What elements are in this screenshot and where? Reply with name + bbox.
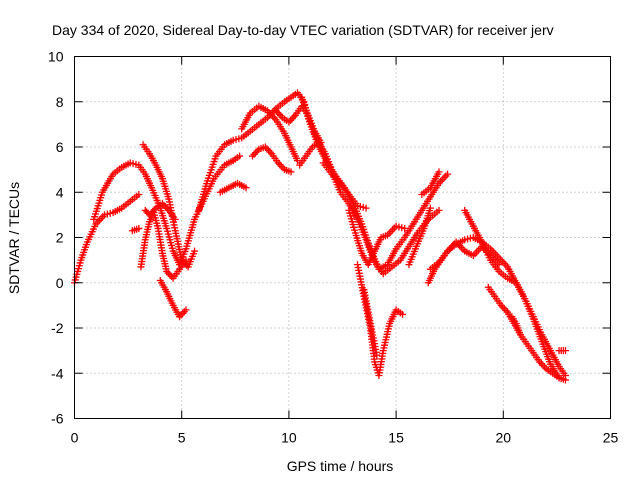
data-point-dense xyxy=(290,113,298,121)
y-tick-label: 8 xyxy=(56,94,64,110)
data-point xyxy=(182,256,190,264)
x-tick-label: 10 xyxy=(281,430,297,446)
data-point xyxy=(444,170,452,178)
data-point xyxy=(561,347,569,355)
series-track-1 xyxy=(71,191,143,287)
data-point-dense xyxy=(166,271,174,279)
data-point-dense xyxy=(250,150,258,158)
series-track-10 xyxy=(238,102,301,165)
data-point xyxy=(135,224,143,232)
data-point xyxy=(135,191,143,199)
series-track-16 xyxy=(319,159,370,212)
data-point-dense xyxy=(537,360,545,368)
data-point xyxy=(373,351,381,359)
series-track-20 xyxy=(405,204,434,269)
x-tick-label: 20 xyxy=(496,430,512,446)
data-point xyxy=(561,376,569,384)
series-track-17 xyxy=(345,206,409,269)
series-track-11 xyxy=(248,143,295,176)
y-tick-label: -4 xyxy=(51,365,64,381)
y-axis-label: SDTVAR / TECUs xyxy=(6,182,22,294)
series-track-21 xyxy=(418,168,443,199)
y-tick-label: 10 xyxy=(48,49,64,65)
data-point-dense xyxy=(275,110,283,118)
data-point xyxy=(435,168,443,176)
data-point xyxy=(435,206,443,214)
data-point-dense xyxy=(252,149,260,157)
data-point xyxy=(287,168,295,176)
x-tick-label: 5 xyxy=(178,430,186,446)
data-point-dense xyxy=(276,161,284,169)
y-tick-label: -6 xyxy=(51,411,64,427)
data-point xyxy=(401,224,409,232)
series-track-27 xyxy=(555,347,569,355)
y-tick-label: 4 xyxy=(56,184,64,200)
data-point xyxy=(171,215,179,223)
data-point-dense xyxy=(499,303,507,311)
series-track-26 xyxy=(508,313,524,339)
series-track-8 xyxy=(195,89,314,214)
y-tick-label: 2 xyxy=(56,230,64,246)
data-point-dense xyxy=(179,309,187,317)
data-point xyxy=(236,152,244,160)
grid-lines xyxy=(74,56,611,419)
series-track-7 xyxy=(156,276,190,321)
series-track-14 xyxy=(298,93,452,273)
data-point xyxy=(426,204,434,212)
series-track-3 xyxy=(139,141,199,271)
data-point xyxy=(516,331,524,339)
series-track-18 xyxy=(354,261,407,380)
series-track-19 xyxy=(360,286,381,359)
y-tick-label: -2 xyxy=(51,320,64,336)
data-point xyxy=(182,306,190,314)
series-track-9 xyxy=(216,179,250,196)
y-tick-label: 6 xyxy=(56,139,64,155)
series-track-6 xyxy=(137,209,190,282)
series-track-5 xyxy=(128,224,143,235)
series-track-2 xyxy=(90,152,244,269)
data-point-dense xyxy=(263,145,271,153)
data-point-dense xyxy=(266,148,274,156)
data-points xyxy=(71,89,569,384)
data-point xyxy=(242,184,250,192)
x-tick-label: 15 xyxy=(388,430,404,446)
data-point-dense xyxy=(277,112,285,120)
data-point xyxy=(362,204,370,212)
x-axis-label: GPS time / hours xyxy=(287,458,394,474)
series-track-24 xyxy=(461,206,563,382)
x-tick-label: 0 xyxy=(71,430,79,446)
data-point-dense xyxy=(287,116,295,124)
chart-title: Day 334 of 2020, Sidereal Day-to-day VTE… xyxy=(52,22,554,38)
data-point xyxy=(191,247,199,255)
data-point-dense xyxy=(500,305,508,313)
data-point-dense xyxy=(277,162,285,170)
x-tick-label: 25 xyxy=(603,430,619,446)
data-point xyxy=(248,152,256,160)
data-point xyxy=(399,310,407,318)
axis-ticks: 0 5 10 15 20 25 -6 -4 -2 0 2 4 6 8 10 xyxy=(48,49,619,446)
y-tick-label: 0 xyxy=(56,275,64,291)
data-point-dense xyxy=(539,361,547,369)
